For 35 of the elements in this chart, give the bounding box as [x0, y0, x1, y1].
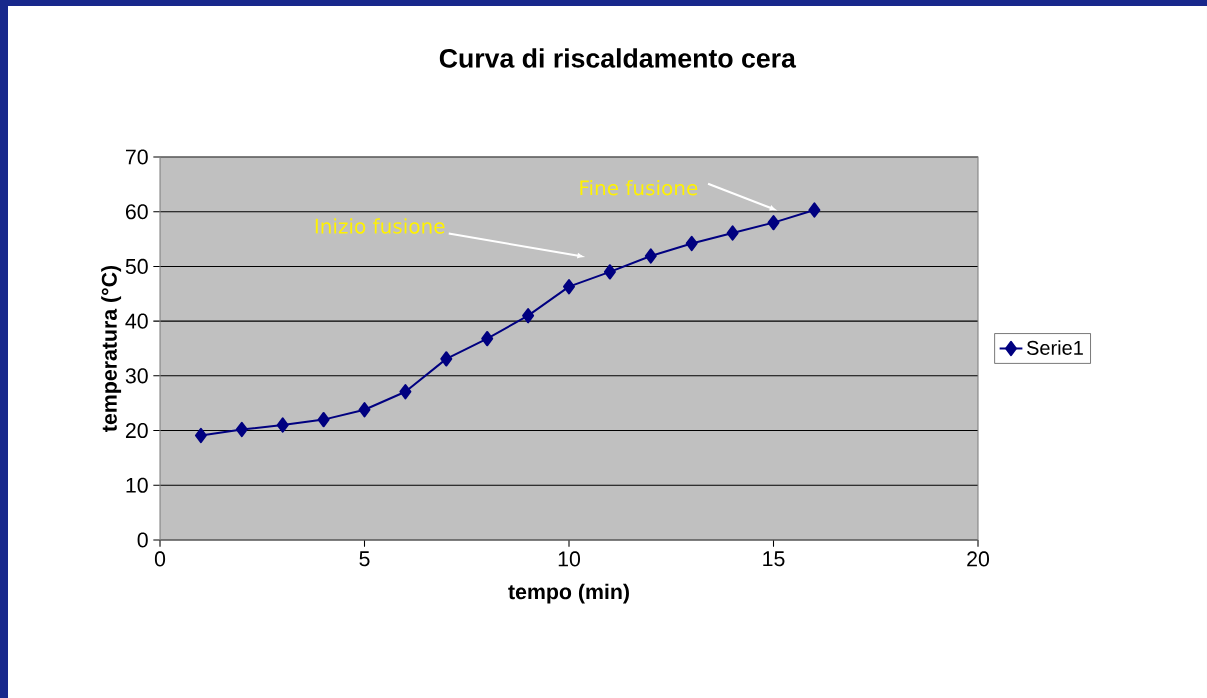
chart-title: Curva di riscaldamento cera: [439, 48, 797, 68]
point: [644, 248, 657, 264]
point: [603, 264, 616, 280]
y-axis-title: temperatura (°C): [101, 265, 122, 432]
point: [317, 411, 330, 428]
x-tick-label: 15: [763, 551, 785, 567]
y-tick-label: 0: [137, 532, 148, 548]
annotation: Inizio fusione: [315, 218, 445, 234]
point: [726, 225, 739, 241]
point: [440, 351, 453, 367]
point: [767, 214, 780, 231]
point: [399, 384, 412, 400]
point: [685, 235, 698, 252]
x-tick-label: 20: [967, 551, 990, 567]
x-tick-label: 10: [558, 551, 581, 567]
y-tick-label: 40: [125, 313, 148, 329]
x-axis-title: tempo (min): [508, 583, 629, 604]
y-tick-label: 70: [125, 149, 148, 165]
point: [563, 279, 575, 295]
point: [808, 202, 821, 218]
y-tick-label: 10: [126, 477, 148, 493]
point: [358, 402, 371, 418]
y-tick-label: 30: [125, 368, 148, 384]
point: [522, 307, 535, 324]
y-tick-label: 50: [125, 258, 148, 274]
y-tick-label: 20: [125, 423, 148, 439]
x-tick-label: 5: [359, 551, 370, 567]
point: [194, 427, 207, 444]
legend-label: Serie1: [1026, 340, 1083, 355]
y-tick-label: 60: [125, 204, 148, 220]
point: [481, 330, 494, 347]
x-tick-label: 0: [154, 551, 166, 567]
point: [276, 417, 289, 433]
point: [235, 421, 248, 438]
annotation: Fine fusione: [580, 179, 698, 196]
